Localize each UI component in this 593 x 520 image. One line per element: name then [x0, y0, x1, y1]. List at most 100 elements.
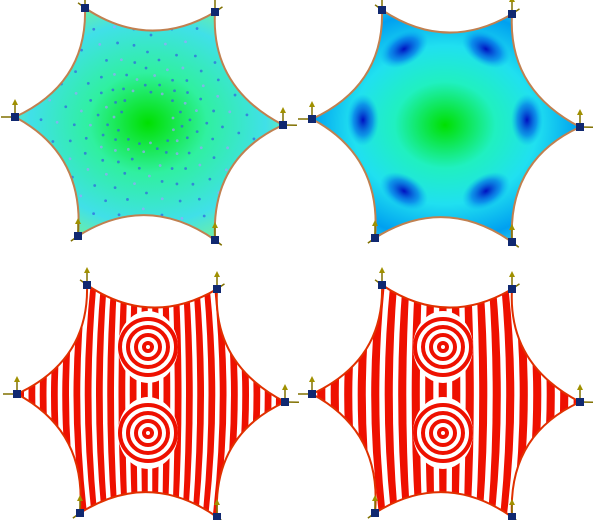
speck [126, 198, 129, 201]
speck [184, 167, 188, 170]
stripe [494, 285, 507, 517]
speck [134, 10, 138, 14]
speck [178, 199, 182, 203]
arrow-head [372, 495, 378, 501]
speck [164, 42, 167, 46]
blob [380, 172, 428, 211]
speck [175, 182, 179, 186]
speck [229, 53, 233, 57]
speck [252, 137, 256, 141]
ring [421, 411, 465, 455]
support-node [308, 390, 316, 398]
support-node [371, 509, 379, 517]
speck [202, 214, 206, 218]
speck [92, 27, 96, 31]
speck [157, 58, 161, 62]
ring [142, 341, 154, 353]
ring [134, 419, 162, 447]
speck [114, 138, 117, 142]
stripe [419, 285, 428, 517]
speck [117, 213, 121, 217]
panel-fill [312, 10, 580, 242]
arrow-head [12, 99, 18, 105]
support-node [213, 513, 221, 520]
stripe [102, 285, 113, 517]
support-node [308, 115, 316, 123]
speck [245, 113, 249, 117]
speck [101, 158, 105, 162]
speck [164, 151, 168, 154]
speck [142, 150, 146, 154]
arrow-head [509, 224, 515, 230]
speck [111, 88, 115, 92]
ring [437, 341, 449, 353]
speck [175, 53, 178, 57]
speck [208, 177, 212, 181]
speck [48, 98, 52, 102]
speck [185, 136, 189, 140]
speck [39, 118, 43, 122]
speck [79, 194, 83, 198]
speck [104, 172, 108, 176]
speck [68, 139, 72, 143]
stripe [288, 270, 306, 520]
speck [183, 101, 187, 105]
ring [413, 403, 473, 463]
speck [72, 123, 76, 127]
speck [199, 146, 203, 150]
speck [138, 142, 141, 146]
panel-fill [15, 8, 283, 240]
speck [195, 109, 198, 113]
speck [56, 182, 60, 186]
speck [236, 181, 240, 185]
ring [118, 403, 178, 463]
speck [105, 58, 108, 62]
speck [220, 33, 224, 37]
clear [118, 311, 178, 383]
support-node [211, 8, 219, 16]
speck [113, 149, 117, 152]
stripe [392, 285, 404, 517]
speck [180, 217, 184, 220]
speck [86, 82, 90, 85]
speck [123, 171, 127, 175]
support-node [378, 281, 386, 289]
speck [113, 186, 117, 190]
speck [175, 139, 179, 143]
ring [413, 317, 473, 377]
support-node [13, 390, 21, 398]
speck [216, 94, 220, 98]
speck [71, 33, 75, 37]
speck [116, 160, 120, 164]
arrow-head [214, 499, 220, 505]
speck [237, 131, 241, 135]
speck [68, 157, 72, 161]
support-node [211, 236, 219, 244]
support-node [76, 509, 84, 517]
speck [160, 197, 164, 201]
speck [98, 43, 102, 46]
speck [99, 91, 103, 95]
field [15, 8, 283, 240]
speck [149, 33, 153, 37]
speck [213, 61, 217, 64]
arrow-head [509, 271, 515, 277]
speck [158, 164, 162, 167]
speck [119, 58, 123, 62]
arrow-head [309, 376, 315, 382]
support-node [83, 281, 91, 289]
speck [146, 50, 149, 54]
speck [141, 207, 145, 211]
speck [126, 137, 130, 141]
support-node [508, 10, 516, 18]
speck [64, 105, 68, 109]
support-node [508, 513, 516, 520]
support-node [576, 398, 584, 406]
speck [116, 41, 119, 45]
support-node [508, 238, 516, 246]
clear [118, 397, 178, 469]
field [312, 10, 580, 242]
speck [112, 115, 116, 119]
speck [175, 152, 179, 156]
